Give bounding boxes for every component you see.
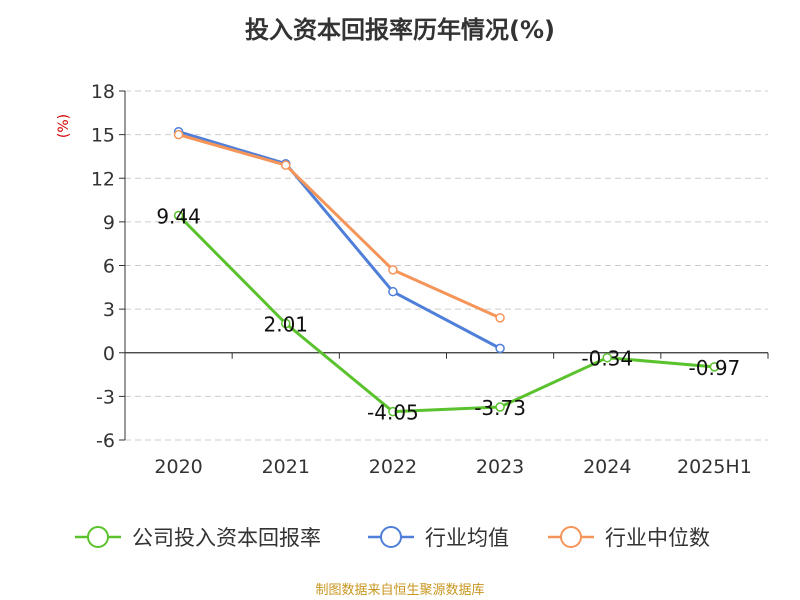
data-point xyxy=(388,265,398,275)
x-tick-label: 2025H1 xyxy=(677,456,752,478)
data-point xyxy=(281,318,291,329)
grid-lines xyxy=(125,90,768,441)
series-line xyxy=(178,133,501,320)
data-label: 2.01 xyxy=(263,313,308,337)
series-lines xyxy=(173,126,720,417)
axes xyxy=(119,90,769,441)
data-point xyxy=(495,343,505,354)
legend: 公司投入资本回报率 行业均值 行业中位数 xyxy=(75,526,710,550)
legend-label: 行业中位数 xyxy=(605,526,710,550)
data-labels: 9.44 2.01 -4.05 -3.73 -0.34 -0.97 xyxy=(156,204,740,424)
y-tick-label: 9 xyxy=(103,212,115,234)
y-axis-label: (%) xyxy=(56,114,72,138)
y-tick-label: 12 xyxy=(91,168,115,190)
data-point xyxy=(495,402,505,412)
y-tick-label: 3 xyxy=(103,299,115,321)
data-point xyxy=(495,313,505,323)
data-point xyxy=(602,352,612,363)
x-tick-label: 2023 xyxy=(476,456,524,478)
x-tick-labels: 2020 2021 2022 2023 2024 2025H1 xyxy=(154,456,751,478)
source-note: 制图数据来自恒生聚源数据库 xyxy=(315,583,485,598)
y-tick-label: 18 xyxy=(91,81,115,103)
y-tick-label: 6 xyxy=(103,256,115,278)
series-line xyxy=(178,130,501,350)
legend-label: 行业均值 xyxy=(425,526,509,550)
y-tick-label: -3 xyxy=(96,386,115,408)
data-point xyxy=(173,210,184,221)
legend-marker xyxy=(560,526,582,548)
y-tick-label: 15 xyxy=(91,125,115,147)
data-point xyxy=(281,160,291,170)
data-point xyxy=(388,286,398,297)
chart-title: 投入资本回报率历年情况(%) xyxy=(245,16,555,44)
data-point xyxy=(388,406,398,417)
legend-label: 公司投入资本回报率 xyxy=(132,526,321,550)
x-tick-label: 2022 xyxy=(369,456,417,478)
series-line xyxy=(177,214,715,414)
x-tick-label: 2020 xyxy=(154,456,202,478)
data-label: -0.97 xyxy=(689,356,741,380)
data-label: -4.05 xyxy=(367,401,419,425)
legend-marker xyxy=(87,526,109,548)
legend-marker xyxy=(380,526,402,548)
data-point xyxy=(709,362,720,372)
y-tick-labels: 18 15 12 9 6 3 0 -3 -6 xyxy=(91,81,115,452)
data-label: 9.44 xyxy=(156,204,201,228)
data-label: -3.73 xyxy=(474,396,526,420)
x-tick-label: 2024 xyxy=(583,456,631,478)
data-label: -0.34 xyxy=(581,347,633,371)
x-tick-label: 2021 xyxy=(262,456,310,478)
y-tick-label: 0 xyxy=(103,343,115,365)
y-tick-label: -6 xyxy=(96,430,115,452)
data-point xyxy=(173,129,184,140)
